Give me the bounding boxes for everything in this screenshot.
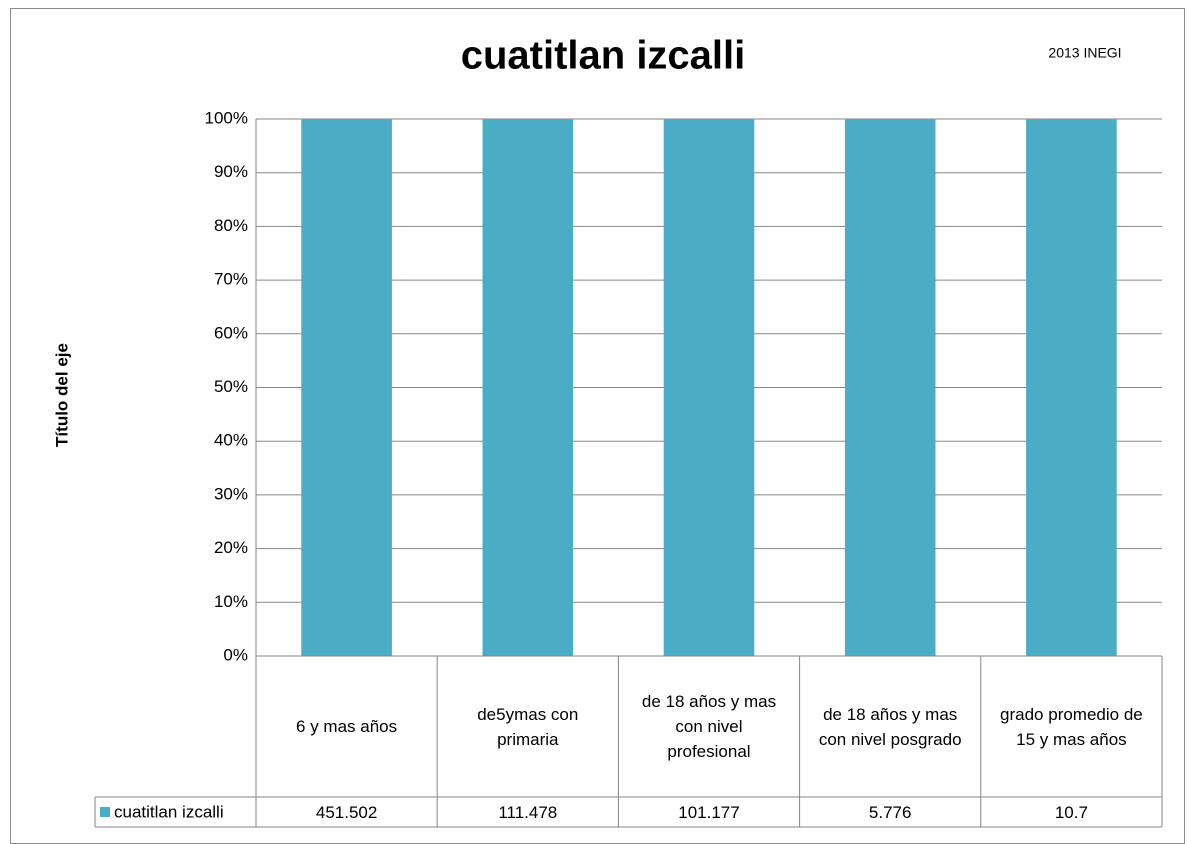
x-tick-label: de 18 años y mas con nivel posgrado <box>818 704 962 749</box>
x-tick-label: de5ymas con primaria <box>477 704 579 749</box>
x-tick-label: de 18 años y mas con nivel profesional <box>641 692 777 761</box>
legend-swatch <box>100 807 110 817</box>
y-tick-label: 20% <box>214 538 248 557</box>
y-tick-label: 30% <box>214 484 248 503</box>
chart-title: cuatitlan izcalli <box>461 34 746 78</box>
legend-label: cuatitlan izcalli <box>114 802 224 821</box>
y-tick-label: 10% <box>214 592 248 611</box>
y-axis-title: Título del eje <box>52 343 71 447</box>
bar <box>844 119 936 656</box>
y-tick-label: 90% <box>214 162 248 181</box>
chart-border <box>10 8 1185 844</box>
bar <box>482 119 574 656</box>
y-tick-label: 0% <box>223 645 248 664</box>
data-table-value: 5.776 <box>868 802 912 822</box>
y-tick-label: 70% <box>214 270 248 289</box>
data-table-value: 10.7 <box>1054 802 1088 822</box>
data-table-value: 111.478 <box>498 802 558 822</box>
bar <box>1026 119 1117 656</box>
y-tick-label: 100% <box>205 108 248 127</box>
data-table-value: 451.502 <box>315 802 378 822</box>
data-table-value: 101.177 <box>678 802 740 822</box>
y-tick-label: 60% <box>214 323 248 342</box>
y-tick-label: 40% <box>214 431 248 450</box>
y-tick-label: 80% <box>214 216 248 235</box>
x-tick-label: 6 y mas años <box>296 717 398 736</box>
subtitle: 2013 INEGI <box>1048 45 1121 61</box>
bar <box>301 119 392 656</box>
y-tick-label: 50% <box>214 377 248 396</box>
bar <box>663 119 755 656</box>
x-tick-label: grado promedio de 15 y mas años <box>1000 704 1143 749</box>
